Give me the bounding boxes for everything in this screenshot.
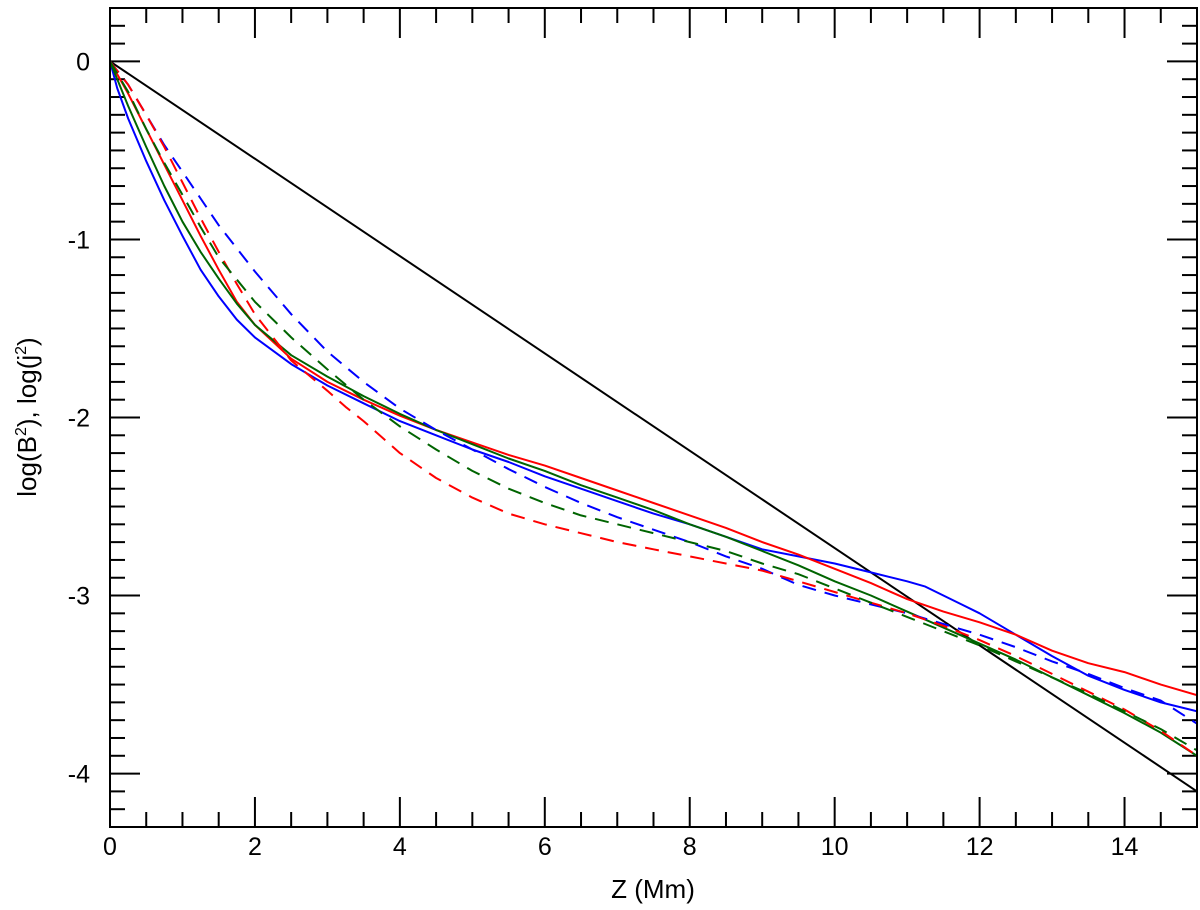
y-tick-label: -3 xyxy=(68,583,90,611)
plot-frame xyxy=(109,7,1198,828)
y-tick-label: -4 xyxy=(68,761,90,789)
x-tick-label: 14 xyxy=(1111,833,1139,861)
x-tick-label: 6 xyxy=(538,833,552,861)
y-tick-label: -2 xyxy=(68,405,90,433)
tick-labels: 0 2 4 6 8 10 12 14 0 -1 -2 -3 -4 xyxy=(68,48,1139,861)
x-axis-label: Z (Mm) xyxy=(611,874,695,904)
plot-area xyxy=(110,60,1197,793)
series-line-7-dashed xyxy=(110,60,1197,752)
series-line-1-solid xyxy=(110,60,1197,793)
y-tick-label: 0 xyxy=(76,48,90,76)
series-line-5-dashed xyxy=(110,60,1197,725)
series-line-3-solid xyxy=(110,60,1197,697)
y-tick-label: -1 xyxy=(68,226,90,254)
axis-ticks xyxy=(109,7,1198,828)
y-axis-label: log(B2), log(j2) xyxy=(12,337,42,496)
series-line-4-solid xyxy=(110,61,1197,757)
x-tick-label: 12 xyxy=(966,833,994,861)
series-line-2-solid xyxy=(110,61,1197,713)
x-tick-label: 4 xyxy=(393,833,407,861)
x-tick-label: 0 xyxy=(103,833,117,861)
series-line-6-dashed xyxy=(110,60,1197,757)
x-tick-label: 2 xyxy=(248,833,262,861)
x-tick-label: 8 xyxy=(683,833,697,861)
x-tick-label: 10 xyxy=(821,833,849,861)
